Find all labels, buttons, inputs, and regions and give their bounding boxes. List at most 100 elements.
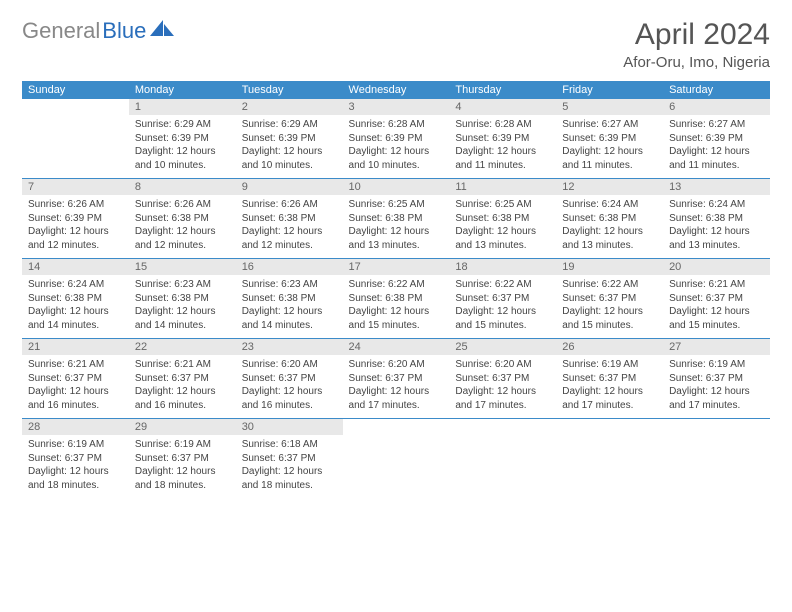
- sunset-line: Sunset: 6:38 PM: [562, 212, 657, 226]
- sunrise-line: Sunrise: 6:21 AM: [135, 358, 230, 372]
- sunset-line: Sunset: 6:37 PM: [455, 292, 550, 306]
- logo-text-gray: General: [22, 18, 100, 44]
- week-row: 7 Sunrise: 6:26 AM Sunset: 6:39 PM Daylight…: [22, 179, 770, 259]
- day-content: Sunrise: 6:18 AMSunset: 6:37 PMDaylight:…: [236, 435, 343, 498]
- sunrise-line: Sunrise: 6:24 AM: [28, 278, 123, 292]
- sunrise-line: Sunrise: 6:19 AM: [135, 438, 230, 452]
- day-header-wed: Wednesday: [343, 81, 450, 99]
- sunset-line: Sunset: 6:37 PM: [669, 292, 764, 306]
- day-cell: [449, 419, 556, 499]
- day-cell: 4Sunrise: 6:28 AMSunset: 6:39 PMDaylight…: [449, 99, 556, 179]
- day-cell: 17Sunrise: 6:22 AMSunset: 6:38 PMDayligh…: [343, 259, 450, 339]
- day-content: Sunrise: 6:19 AMSunset: 6:37 PMDaylight:…: [129, 435, 236, 498]
- sunrise-line: Sunrise: 6:22 AM: [455, 278, 550, 292]
- day-cell: 11Sunrise: 6:25 AMSunset: 6:38 PMDayligh…: [449, 179, 556, 259]
- day-number: 7: [22, 179, 129, 195]
- sunrise-line: Sunrise: 6:20 AM: [455, 358, 550, 372]
- daylight-line: Daylight: 12 hours and 11 minutes.: [562, 145, 657, 172]
- day-number: 1: [129, 99, 236, 115]
- day-number: 16: [236, 259, 343, 275]
- daylight-line: Daylight: 12 hours and 15 minutes.: [562, 305, 657, 332]
- sunrise-line: Sunrise: 6:26 AM: [135, 198, 230, 212]
- sunset-line: Sunset: 6:38 PM: [349, 292, 444, 306]
- day-cell: 28Sunrise: 6:19 AMSunset: 6:37 PMDayligh…: [22, 419, 129, 499]
- day-header-fri: Friday: [556, 81, 663, 99]
- day-header-row: Sunday Monday Tuesday Wednesday Thursday…: [22, 81, 770, 99]
- day-number: 14: [22, 259, 129, 275]
- sunset-line: Sunset: 6:37 PM: [562, 292, 657, 306]
- day-cell: 18Sunrise: 6:22 AMSunset: 6:37 PMDayligh…: [449, 259, 556, 339]
- day-cell: [343, 419, 450, 499]
- day-number: 11: [449, 179, 556, 195]
- day-cell: [22, 99, 129, 179]
- day-number: 27: [663, 339, 770, 355]
- day-cell: 2Sunrise: 6:29 AMSunset: 6:39 PMDaylight…: [236, 99, 343, 179]
- day-cell: 14Sunrise: 6:24 AMSunset: 6:38 PMDayligh…: [22, 259, 129, 339]
- sunset-line: Sunset: 6:38 PM: [349, 212, 444, 226]
- daylight-line: Daylight: 12 hours and 16 minutes.: [242, 385, 337, 412]
- day-content: Sunrise: 6:27 AMSunset: 6:39 PMDaylight:…: [663, 115, 770, 178]
- day-number: 3: [343, 99, 450, 115]
- daylight-line: Daylight: 12 hours and 16 minutes.: [135, 385, 230, 412]
- day-number: 10: [343, 179, 450, 195]
- daylight-line: Daylight: 12 hours and 13 minutes.: [562, 225, 657, 252]
- sunset-line: Sunset: 6:37 PM: [28, 372, 123, 386]
- day-number: 5: [556, 99, 663, 115]
- calendar-table: Sunday Monday Tuesday Wednesday Thursday…: [22, 81, 770, 498]
- sunrise-line: Sunrise: 6:25 AM: [455, 198, 550, 212]
- day-content: Sunrise: 6:26 AMSunset: 6:38 PMDaylight:…: [236, 195, 343, 258]
- sunrise-line: Sunrise: 6:22 AM: [562, 278, 657, 292]
- day-number: 15: [129, 259, 236, 275]
- day-header-tue: Tuesday: [236, 81, 343, 99]
- day-number: 19: [556, 259, 663, 275]
- day-content: Sunrise: 6:28 AMSunset: 6:39 PMDaylight:…: [449, 115, 556, 178]
- day-number: 2: [236, 99, 343, 115]
- sunset-line: Sunset: 6:39 PM: [28, 212, 123, 226]
- sunset-line: Sunset: 6:39 PM: [349, 132, 444, 146]
- logo: GeneralBlue: [22, 18, 174, 44]
- sunrise-line: Sunrise: 6:24 AM: [669, 198, 764, 212]
- day-content: Sunrise: 6:22 AMSunset: 6:37 PMDaylight:…: [449, 275, 556, 338]
- day-number: 24: [343, 339, 450, 355]
- daylight-line: Daylight: 12 hours and 10 minutes.: [349, 145, 444, 172]
- sunrise-line: Sunrise: 6:21 AM: [669, 278, 764, 292]
- day-cell: 24Sunrise: 6:20 AMSunset: 6:37 PMDayligh…: [343, 339, 450, 419]
- day-content: Sunrise: 6:22 AMSunset: 6:38 PMDaylight:…: [343, 275, 450, 338]
- title-block: April 2024 Afor-Oru, Imo, Nigeria: [623, 18, 770, 71]
- daylight-line: Daylight: 12 hours and 17 minutes.: [349, 385, 444, 412]
- day-content: Sunrise: 6:28 AMSunset: 6:39 PMDaylight:…: [343, 115, 450, 178]
- day-content: Sunrise: 6:25 AMSunset: 6:38 PMDaylight:…: [449, 195, 556, 258]
- day-cell: 20Sunrise: 6:21 AMSunset: 6:37 PMDayligh…: [663, 259, 770, 339]
- day-number: 17: [343, 259, 450, 275]
- sunset-line: Sunset: 6:38 PM: [242, 212, 337, 226]
- sunset-line: Sunset: 6:37 PM: [135, 372, 230, 386]
- day-cell: 16Sunrise: 6:23 AMSunset: 6:38 PMDayligh…: [236, 259, 343, 339]
- sunrise-line: Sunrise: 6:24 AM: [562, 198, 657, 212]
- daylight-line: Daylight: 12 hours and 12 minutes.: [242, 225, 337, 252]
- sunset-line: Sunset: 6:38 PM: [455, 212, 550, 226]
- day-number: 6: [663, 99, 770, 115]
- sunrise-line: Sunrise: 6:28 AM: [349, 118, 444, 132]
- month-title: April 2024: [623, 18, 770, 52]
- calendar-body: 1Sunrise: 6:29 AMSunset: 6:39 PMDaylight…: [22, 99, 770, 498]
- daylight-line: Daylight: 12 hours and 18 minutes.: [28, 465, 123, 492]
- day-number: 13: [663, 179, 770, 195]
- daylight-line: Daylight: 12 hours and 10 minutes.: [135, 145, 230, 172]
- sunrise-line: Sunrise: 6:27 AM: [562, 118, 657, 132]
- sunset-line: Sunset: 6:37 PM: [562, 372, 657, 386]
- day-cell: 29Sunrise: 6:19 AMSunset: 6:37 PMDayligh…: [129, 419, 236, 499]
- sunset-line: Sunset: 6:37 PM: [28, 452, 123, 466]
- day-content: Sunrise: 6:19 AMSunset: 6:37 PMDaylight:…: [556, 355, 663, 418]
- sunset-line: Sunset: 6:39 PM: [455, 132, 550, 146]
- daylight-line: Daylight: 12 hours and 17 minutes.: [562, 385, 657, 412]
- daylight-line: Daylight: 12 hours and 15 minutes.: [349, 305, 444, 332]
- day-cell: 7Sunrise: 6:26 AMSunset: 6:39 PMDaylight…: [22, 179, 129, 259]
- day-header-sun: Sunday: [22, 81, 129, 99]
- day-number: 29: [129, 419, 236, 435]
- day-number: 23: [236, 339, 343, 355]
- daylight-line: Daylight: 12 hours and 17 minutes.: [669, 385, 764, 412]
- day-cell: 1Sunrise: 6:29 AMSunset: 6:39 PMDaylight…: [129, 99, 236, 179]
- header-row: GeneralBlue April 2024 Afor-Oru, Imo, Ni…: [22, 18, 770, 71]
- daylight-line: Daylight: 12 hours and 14 minutes.: [28, 305, 123, 332]
- day-content: Sunrise: 6:24 AMSunset: 6:38 PMDaylight:…: [663, 195, 770, 258]
